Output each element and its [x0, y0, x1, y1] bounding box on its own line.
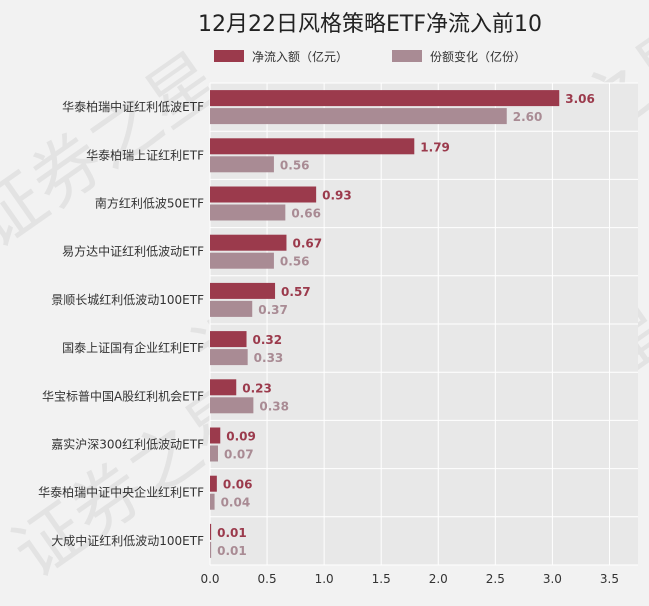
value-label-inflow: 0.93	[322, 189, 352, 203]
x-tick-label: 3.0	[543, 572, 562, 586]
bar-inflow	[210, 427, 221, 444]
value-label-inflow: 0.01	[217, 526, 247, 540]
bar-inflow	[210, 138, 415, 155]
x-tick-label: 1.0	[315, 572, 334, 586]
x-tick-label: 0.5	[258, 572, 277, 586]
value-label-inflow: 0.57	[281, 285, 311, 299]
legend-label-share-change: 份额变化（亿份）	[430, 49, 526, 64]
category-label: 华宝标普中国A股红利机会ETF	[42, 388, 204, 403]
category-label: 嘉实沪深300红利低波动ETF	[51, 437, 204, 452]
x-tick-label: 1.5	[372, 572, 391, 586]
value-label-inflow: 0.32	[253, 333, 283, 347]
category-label: 景顺长城红利低波动100ETF	[51, 292, 204, 307]
value-label-share-change: 0.04	[221, 496, 251, 510]
bar-share-change	[210, 108, 507, 125]
bar-inflow	[210, 90, 560, 107]
category-label: 易方达中证红利低波动ETF	[62, 244, 204, 259]
bar-inflow	[210, 234, 287, 251]
bar-inflow	[210, 186, 317, 203]
legend-swatch-share-change	[392, 50, 422, 62]
bar-share-change	[210, 397, 254, 414]
value-label-inflow: 0.23	[242, 381, 272, 395]
bar-inflow	[210, 379, 237, 396]
category-label: 国泰上证国有企业红利ETF	[62, 340, 204, 355]
value-label-share-change: 0.56	[280, 255, 310, 269]
bar-inflow	[210, 475, 217, 492]
value-label-share-change: 0.38	[259, 399, 289, 413]
x-tick-label: 3.5	[600, 572, 619, 586]
legend: 净流入额（亿元） 份额变化（亿份）	[214, 49, 526, 64]
bar-share-change	[210, 541, 212, 558]
value-label-inflow: 0.67	[292, 237, 322, 251]
x-tick-label: 0.0	[200, 572, 219, 586]
value-label-share-change: 0.33	[254, 351, 284, 365]
x-tick-label: 2.5	[486, 572, 505, 586]
x-tick-label: 2.0	[429, 572, 448, 586]
value-label-inflow: 3.06	[565, 92, 595, 106]
category-label: 华泰柏瑞中证中央企业红利ETF	[38, 485, 204, 500]
value-label-share-change: 0.66	[291, 207, 321, 221]
bar-layer	[210, 90, 560, 558]
bar-share-change	[210, 445, 218, 462]
bar-share-change	[210, 300, 253, 317]
value-label-share-change: 0.01	[217, 544, 247, 558]
bar-share-change	[210, 493, 215, 510]
chart-title: 12月22日风格策略ETF净流入前10	[198, 12, 542, 37]
legend-label-inflow: 净流入额（亿元）	[252, 49, 348, 64]
bar-inflow	[210, 282, 276, 299]
axis-layer: 0.0 0.5 1.0 1.5 2.0 2.5 3.0 3.5	[200, 572, 619, 586]
category-label: 南方红利低波50ETF	[95, 196, 204, 211]
bar-share-change	[210, 204, 286, 221]
bar-inflow	[210, 331, 247, 348]
category-label: 华泰柏瑞上证红利ETF	[86, 147, 204, 162]
label-layer: 3.06 2.60 华泰柏瑞中证红利低波ETF 1.79 0.56 华泰柏瑞上证红利ETF…	[38, 92, 595, 558]
value-label-inflow: 1.79	[420, 140, 450, 154]
bar-inflow	[210, 523, 212, 540]
legend-swatch-inflow	[214, 50, 244, 62]
value-label-share-change: 2.60	[513, 110, 543, 124]
category-label: 大成中证红利低波动100ETF	[51, 533, 204, 548]
category-label: 华泰柏瑞中证红利低波ETF	[62, 99, 204, 114]
value-label-inflow: 0.06	[223, 478, 253, 492]
value-label-share-change: 0.07	[224, 448, 254, 462]
value-label-inflow: 0.09	[226, 430, 256, 444]
bar-share-change	[210, 349, 248, 366]
bar-share-change	[210, 252, 274, 269]
value-label-share-change: 0.56	[280, 158, 310, 172]
value-label-share-change: 0.37	[258, 303, 288, 317]
bar-share-change	[210, 156, 274, 173]
